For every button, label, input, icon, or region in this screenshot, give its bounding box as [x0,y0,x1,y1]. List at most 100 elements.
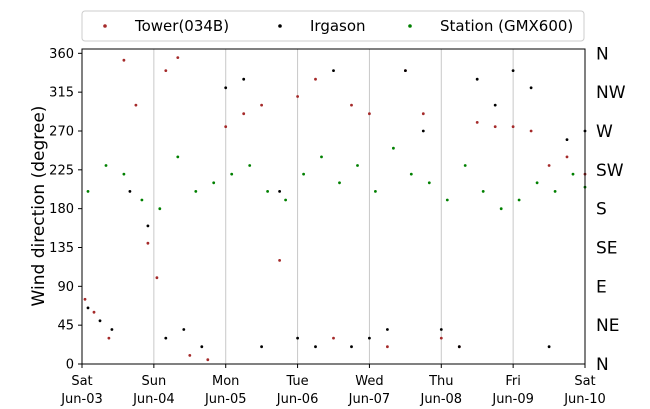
y-axis-ticks: 0 45 90 135 180 225 270 315 360 [49,47,82,373]
data-point [350,345,353,349]
plot-frame [81,48,586,365]
data-point [493,125,497,129]
data-point [278,259,281,262]
data-point [224,125,228,129]
y-axis-label: Wind direction (degree) [29,106,49,307]
data-point [565,138,569,142]
data-point [314,345,317,349]
data-point [529,86,533,90]
data-point [386,345,389,349]
data-point [86,190,90,193]
compass-label: W [596,122,613,142]
data-point [350,103,353,107]
compass-labels: N NE E SE S SW W NW N [596,44,626,375]
data-point [535,181,539,185]
data-point [427,181,431,185]
x-tick-label-date: Jun-09 [491,392,534,407]
compass-label: NW [596,83,626,103]
data-point [356,164,359,167]
data-point [242,112,246,116]
data-point [392,146,395,150]
data-point [547,164,551,167]
x-tick-label-day: Wed [355,374,383,389]
data-point [404,69,407,72]
data-point [374,190,377,193]
data-point [86,306,90,310]
data-point [368,336,371,340]
data-point [314,77,317,81]
data-point [260,103,263,107]
data-point [128,190,132,193]
data-point [200,345,204,349]
legend-marker [278,24,282,28]
x-tick-label-date: Jun-07 [348,392,391,407]
data-point [224,86,228,90]
x-tick-label-day: Thu [428,374,453,389]
data-point [146,241,150,245]
data-point [493,103,497,107]
x-tick-label-date: Jun-06 [276,392,319,407]
data-point [481,190,485,193]
compass-label: N [596,355,609,375]
compass-label: N [596,44,609,64]
x-tick-label-day: Tue [285,374,308,389]
data-point [296,95,299,98]
data-point [338,181,341,185]
legend-label: Station (GMX600) [440,17,573,35]
data-point [140,198,144,202]
data-point [188,354,192,357]
y-tick-label: 90 [57,280,74,295]
data-point [206,358,210,362]
legend-marker [103,24,107,28]
data-point [134,103,138,107]
data-point [517,198,521,202]
data-point [296,336,299,340]
legend: Tower(034B) Irgason Station (GMX600) [81,10,585,42]
data-point [445,198,449,202]
x-tick-label-day: Mon [212,374,239,389]
y-tick-label: 0 [66,358,74,373]
data-point [176,155,180,159]
x-tick-label-date: Jun-10 [563,392,606,407]
data-point [439,336,443,340]
x-axis-ticks: Sat Jun-03 Sun Jun-04 Mon Jun-05 Tue Jun-06 Wed J… [60,364,606,407]
x-tick-label-date: Jun-04 [132,392,175,407]
data-point [463,164,467,167]
data-point [421,129,425,133]
data-point [146,224,150,228]
data-point [164,69,168,72]
data-point [260,345,263,349]
data-point [302,172,305,176]
y-tick-label: 315 [49,86,74,101]
data-point [547,345,551,349]
data-point [104,164,108,167]
data-point [248,164,252,167]
y-tick-label: 360 [49,47,74,62]
data-point [529,129,533,133]
data-point [98,319,102,323]
data-point [553,190,557,193]
x-tick-label-date: Jun-08 [420,392,463,407]
data-point [475,77,479,81]
x-tick-label-date: Jun-03 [60,392,103,407]
x-tick-label-day: Sat [71,374,92,389]
data-point [284,198,287,202]
compass-label: SE [596,238,618,258]
data-point [158,207,162,211]
data-point [368,112,371,116]
x-tick-label-day: Sat [574,374,595,389]
data-point [122,58,126,62]
data-point [164,336,168,340]
compass-label: E [596,277,607,297]
vertical-gridlines [153,49,514,364]
data-point [155,276,159,280]
data-point [565,155,569,159]
data-point [499,207,503,211]
data-point [107,336,111,340]
data-point [386,328,389,331]
data-point [83,297,87,301]
x-tick-label-date: Jun-05 [204,392,247,407]
data-point [110,328,114,331]
data-point [409,172,413,176]
